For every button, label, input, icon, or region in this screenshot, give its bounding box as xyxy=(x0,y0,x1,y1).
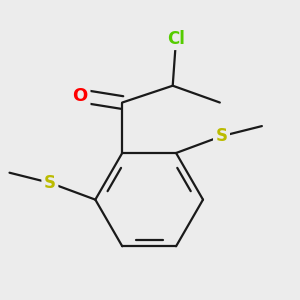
Text: O: O xyxy=(73,87,88,105)
Text: S: S xyxy=(44,174,56,192)
Text: S: S xyxy=(215,127,227,145)
Text: Cl: Cl xyxy=(167,30,185,48)
